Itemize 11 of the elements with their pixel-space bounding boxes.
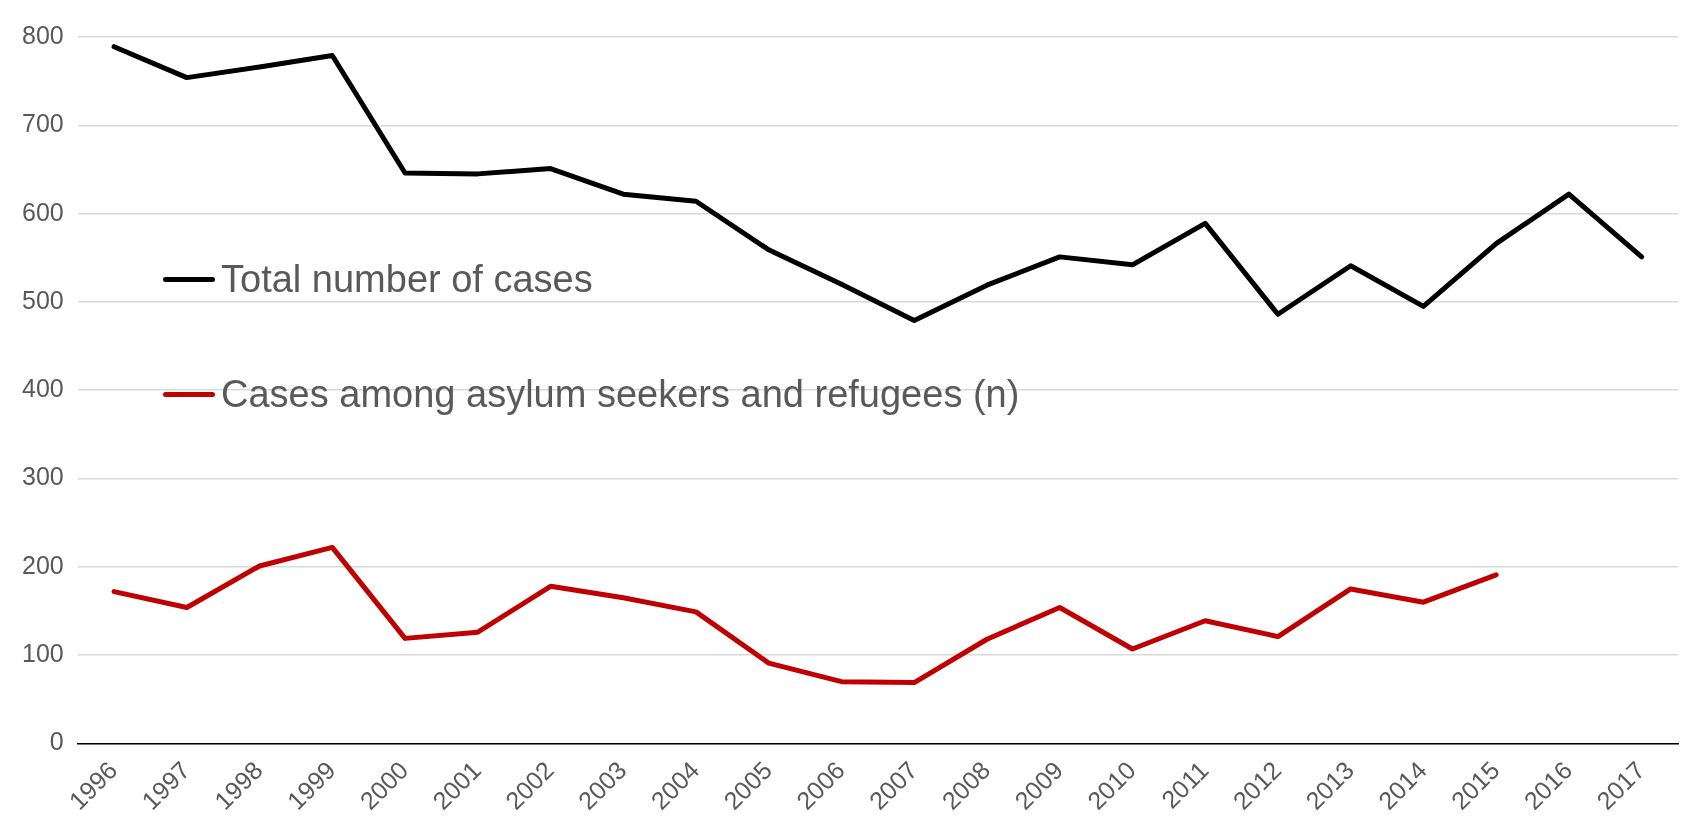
legend-label: Cases among asylum seekers and refugees (n): [221, 373, 1020, 416]
y-tick-label: 700: [21, 109, 64, 138]
y-tick-label: 100: [21, 639, 64, 668]
y-tick-label: 200: [21, 550, 64, 579]
y-tick-label: 500: [21, 285, 64, 314]
y-tick-label: 400: [21, 374, 64, 403]
y-tick-label: 0: [49, 727, 64, 756]
legend-label: Total number of cases: [221, 258, 593, 301]
y-tick-label: 300: [21, 462, 64, 491]
y-tick-label: 600: [21, 197, 64, 226]
y-tick-label: 800: [21, 20, 64, 49]
